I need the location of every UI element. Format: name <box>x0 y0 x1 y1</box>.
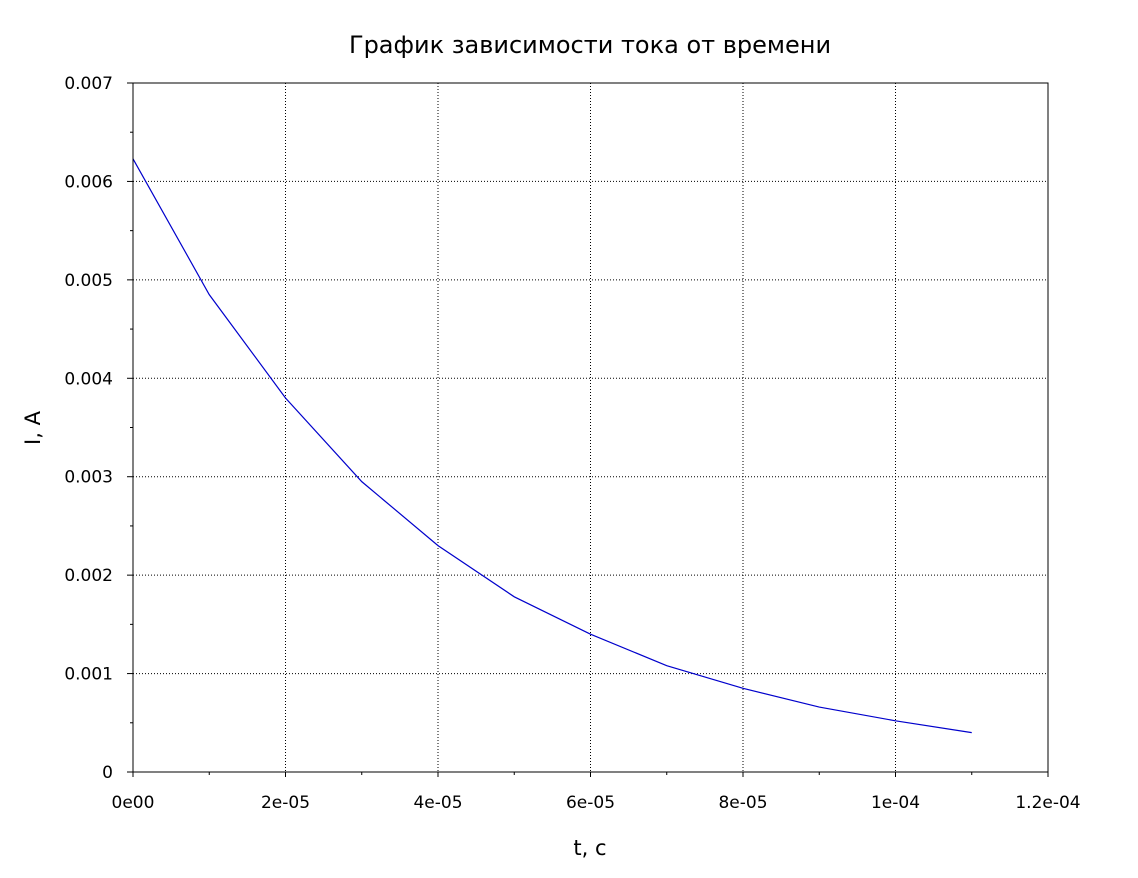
chart-title: График зависимости тока от времени <box>349 31 831 59</box>
ticks <box>127 82 1049 777</box>
x-tick-label: 4e-05 <box>413 793 462 813</box>
y-tick-label: 0 <box>102 763 113 783</box>
y-tick-label: 0.004 <box>64 369 113 389</box>
grid <box>133 83 1048 772</box>
series-line <box>132 158 972 734</box>
y-tick-label: 0.003 <box>64 468 113 488</box>
y-tick-label: 0.005 <box>64 271 113 291</box>
x-axis-title: t, c <box>573 836 606 860</box>
tick-labels: 0e00 2e-05 4e-05 6e-05 8e-05 1e-04 1.2e-04 0 0.0… <box>64 74 1080 813</box>
y-tick-label: 0.007 <box>64 74 113 94</box>
x-tick-label: 1.2e-04 <box>1015 793 1080 813</box>
y-axis-title: I, A <box>21 410 45 445</box>
y-tick-label: 0.006 <box>64 172 113 192</box>
x-tick-label: 1e-04 <box>871 793 920 813</box>
x-tick-label: 2e-05 <box>261 793 310 813</box>
y-tick-label: 0.002 <box>64 566 113 586</box>
x-tick-label: 8e-05 <box>718 793 767 813</box>
x-tick-label: 0e00 <box>112 793 155 813</box>
x-tick-label: 6e-05 <box>566 793 615 813</box>
series-layer <box>132 158 972 734</box>
y-tick-label: 0.001 <box>64 665 113 685</box>
